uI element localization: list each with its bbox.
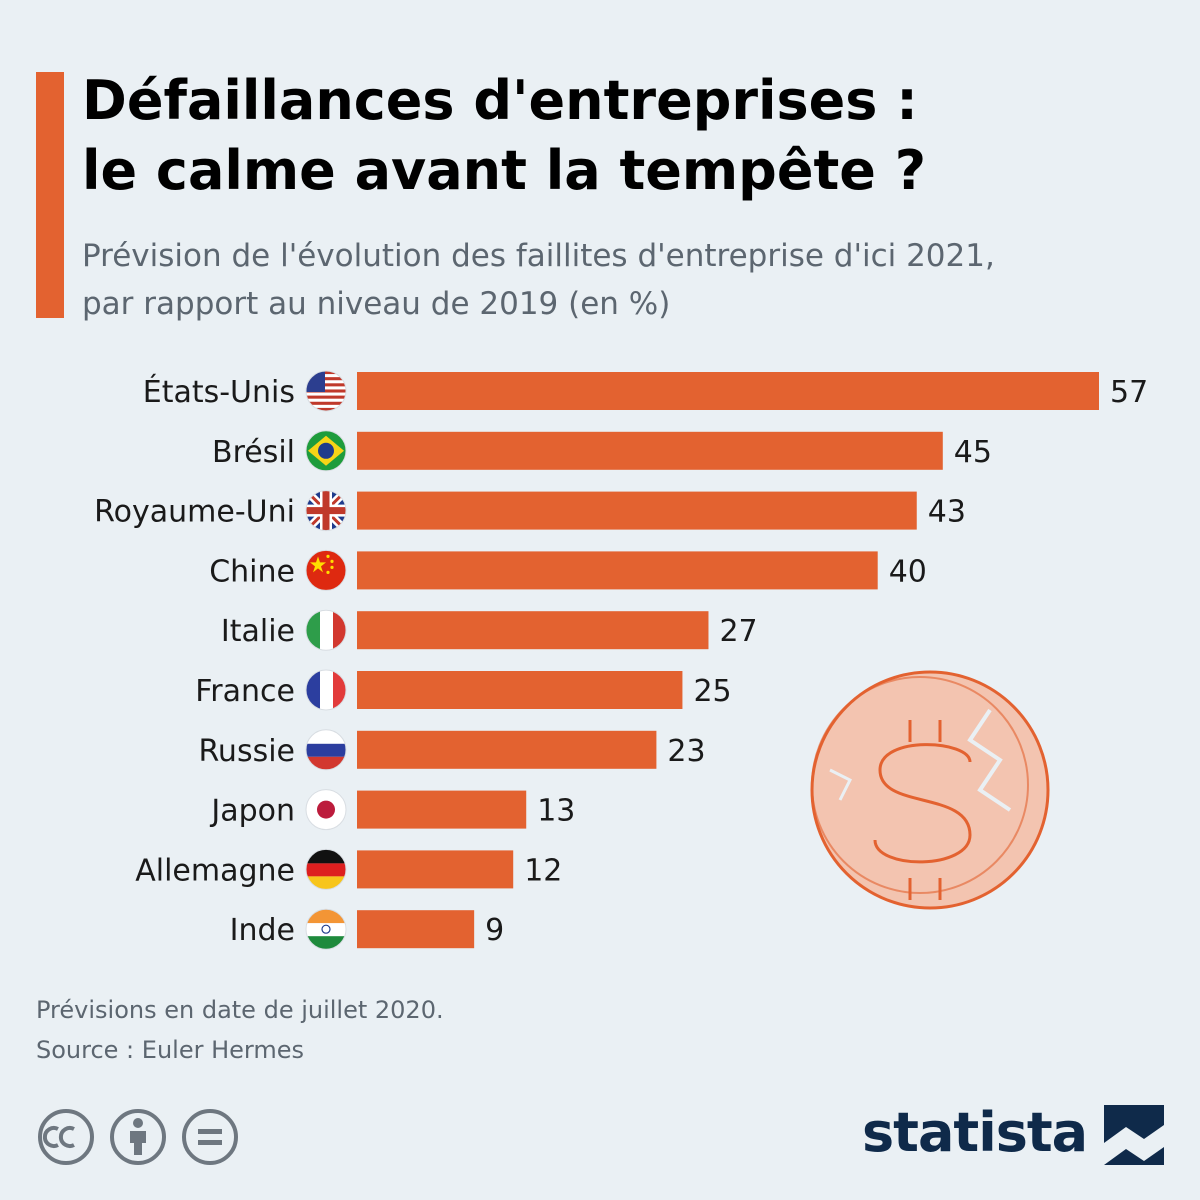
category-label: Italie bbox=[221, 614, 295, 649]
category-label: Russie bbox=[198, 734, 295, 769]
china-flag-icon bbox=[305, 549, 347, 591]
category-label: États-Unis bbox=[143, 374, 295, 410]
value-label: 13 bbox=[537, 794, 575, 829]
footnote-note: Prévisions en date de juillet 2020. bbox=[36, 996, 444, 1024]
category-label: Japon bbox=[209, 794, 295, 829]
bar-row: Allemagne 12 bbox=[135, 848, 562, 890]
bar-row: Italie 27 bbox=[221, 609, 758, 651]
no-derivatives-icon[interactable] bbox=[180, 1107, 240, 1167]
bar-row: France 25 bbox=[195, 669, 732, 711]
bar bbox=[357, 730, 657, 769]
statista-logo-icon bbox=[1104, 1105, 1164, 1165]
subtitle-line-1: Prévision de l'évolution des faillites d… bbox=[82, 238, 995, 274]
value-label: 12 bbox=[524, 853, 562, 888]
value-label: 9 bbox=[485, 913, 504, 948]
italy-flag-icon bbox=[305, 609, 347, 651]
creative-commons-icon[interactable] bbox=[36, 1107, 96, 1167]
russia-flag-icon bbox=[305, 729, 347, 771]
france-flag-icon bbox=[305, 669, 347, 711]
bar-row: Royaume-Uni 43 bbox=[94, 490, 966, 532]
brazil-flag-icon bbox=[305, 430, 347, 472]
footnote-source: Source : Euler Hermes bbox=[36, 1036, 304, 1064]
chart-subtitle: Prévision de l'évolution des faillites d… bbox=[82, 232, 1182, 328]
value-label: 27 bbox=[719, 614, 757, 649]
chart-title: Défaillances d'entreprises : le calme av… bbox=[82, 66, 1182, 206]
value-label: 45 bbox=[954, 435, 992, 470]
bar bbox=[357, 910, 475, 949]
bar-row: Brésil 45 bbox=[212, 430, 992, 472]
bar bbox=[357, 790, 527, 829]
japan-flag-icon bbox=[305, 789, 347, 831]
category-label: France bbox=[195, 674, 295, 709]
value-label: 25 bbox=[693, 674, 731, 709]
value-label: 57 bbox=[1110, 375, 1148, 410]
bar bbox=[357, 850, 514, 889]
bar-row: États-Unis 57 bbox=[143, 370, 1148, 412]
title-line-1: Défaillances d'entreprises : bbox=[82, 69, 918, 132]
accent-bar bbox=[36, 72, 64, 318]
india-flag-icon bbox=[305, 908, 347, 950]
bar-chart: États-Unis 57 Brésil 45 Royaume-Uni 43 Chine 40… bbox=[94, 370, 1148, 950]
uk-flag-icon bbox=[305, 490, 347, 532]
value-label: 23 bbox=[667, 734, 705, 769]
bar-row: Chine 40 bbox=[209, 549, 927, 591]
bar bbox=[357, 372, 1099, 410]
subtitle-line-2: par rapport au niveau de 2019 (en %) bbox=[82, 286, 671, 322]
attribution-icon[interactable] bbox=[108, 1107, 168, 1167]
category-label: Allemagne bbox=[135, 853, 295, 888]
footnote: Prévisions en date de juillet 2020. Sour… bbox=[36, 990, 444, 1070]
bar bbox=[357, 491, 917, 530]
category-label: Chine bbox=[209, 554, 295, 589]
bar bbox=[357, 671, 683, 709]
value-label: 43 bbox=[928, 495, 966, 530]
germany-flag-icon bbox=[305, 848, 347, 890]
bar bbox=[357, 551, 878, 590]
bar-row: Japon 13 bbox=[209, 789, 575, 831]
category-label: Royaume-Uni bbox=[94, 495, 295, 530]
bar-row: Inde 9 bbox=[230, 908, 504, 950]
bar-row: Russie 23 bbox=[198, 729, 706, 771]
us-flag-icon bbox=[305, 370, 347, 412]
value-label: 40 bbox=[889, 554, 927, 589]
category-label: Inde bbox=[230, 913, 295, 948]
cracked-dollar-coin-icon bbox=[810, 670, 1050, 910]
bar bbox=[357, 431, 943, 470]
category-label: Brésil bbox=[212, 435, 295, 470]
title-line-2: le calme avant la tempête ? bbox=[82, 139, 927, 202]
statista-logo-text[interactable]: statista bbox=[862, 1101, 1088, 1164]
bar bbox=[357, 611, 709, 650]
